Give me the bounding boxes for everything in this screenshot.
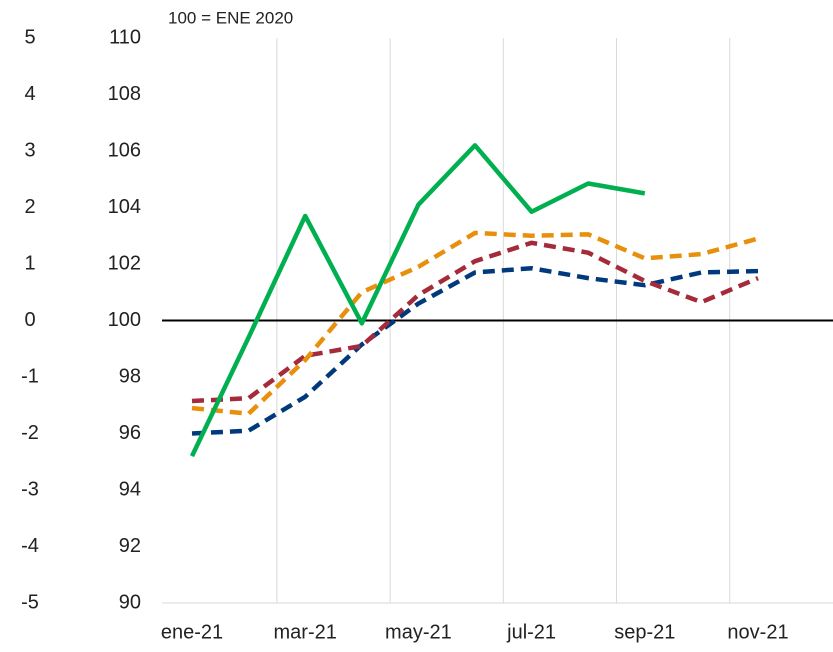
y-tick-label: 104	[108, 196, 141, 218]
x-tick-label: sep-21	[614, 621, 675, 643]
y-tick-label: 90	[119, 591, 141, 613]
y-tick-label: 106	[108, 139, 141, 161]
y-tick-label: 98	[119, 365, 141, 387]
y-tick-label: 94	[119, 478, 141, 500]
y2-tick-label: 1	[24, 252, 35, 274]
y2-tick-label: 4	[24, 83, 35, 105]
y2-tick-label: 0	[24, 309, 35, 331]
data-line	[191, 265, 759, 436]
y-tick-label: 92	[119, 535, 141, 557]
y2-tick-label: -3	[21, 478, 39, 500]
y-tick-label: 110	[109, 26, 141, 48]
data-line	[189, 143, 646, 458]
annotation: 100 = ENE 2020	[168, 8, 293, 27]
x-tick-label: ene-21	[161, 621, 223, 643]
y-tick-label: 102	[108, 252, 141, 274]
y-tick-label: 96	[119, 422, 141, 444]
y2-tick-label: -1	[21, 365, 39, 387]
x-tick-label: may-21	[385, 621, 452, 643]
x-tick-label: mar-21	[274, 621, 337, 643]
y-tick-label: 108	[108, 83, 141, 105]
x-tick-label: jul-21	[506, 621, 556, 643]
y2-tick-label: -4	[21, 535, 39, 557]
data-line	[191, 230, 759, 416]
y2-tick-label: -5	[21, 591, 39, 613]
y2-tick-label: 3	[24, 139, 35, 161]
data-line	[191, 240, 759, 404]
y2-tick-label: -2	[21, 422, 39, 444]
y2-tick-label: 2	[24, 196, 35, 218]
y-tick-label: 100	[108, 309, 141, 331]
y2-tick-label: 5	[24, 26, 35, 48]
x-tick-label: nov-21	[727, 621, 788, 643]
